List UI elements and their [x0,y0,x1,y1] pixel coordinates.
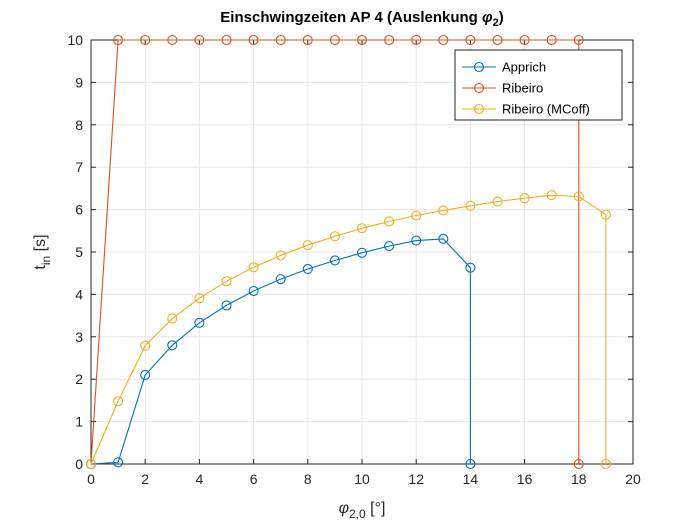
data-point [275,34,286,46]
legend-entry: Ribeiro [462,81,543,96]
legend-marker [473,61,485,73]
data-point [167,34,178,46]
x-tick-label: 12 [408,471,424,487]
y-tick-label: 9 [75,74,83,90]
y-tick-label: 6 [75,202,83,218]
data-point [384,241,395,252]
data-point [519,193,530,204]
data-point [140,369,151,381]
y-tick-label: 10 [67,32,83,48]
data-point [546,190,557,201]
data-point [438,205,449,216]
data-point [384,34,395,46]
data-point [221,34,232,46]
y-tick-label: 0 [75,456,83,472]
data-point [573,191,584,202]
x-tick-label: 0 [87,471,95,487]
x-tick-labels: 0 2 4 6 8 10 12 14 16 18 20 [87,471,641,487]
data-point [438,34,449,46]
data-point [140,34,151,46]
data-point [492,196,503,207]
data-point [221,276,232,287]
legend: Apprich Ribeiro Ribeiro (MCoff) [454,49,623,121]
data-point [411,210,422,221]
x-tick-label: 18 [571,471,587,487]
data-point [194,317,205,328]
y-tick-label: 3 [75,329,83,345]
data-point [140,340,151,351]
legend-label: Ribeiro [502,81,543,96]
x-tick-label: 4 [196,471,204,487]
legend-entry: Apprich [462,60,546,75]
data-point [194,34,205,46]
data-point [411,235,422,246]
data-point [302,263,313,275]
data-point [519,34,530,46]
data-point [411,34,422,46]
data-point [465,200,476,211]
data-point [356,223,368,234]
data-point [329,34,340,46]
data-point [302,34,313,46]
x-axis-label: φ2,0 [°] [339,500,386,521]
data-point [438,233,449,244]
data-point [573,458,584,470]
x-tick-label: 8 [304,471,312,487]
data-point [600,209,611,220]
legend-items: Apprich Ribeiro Ribeiro (MCoff) [462,60,590,117]
x-tick-label: 6 [250,471,258,487]
data-point [573,34,584,46]
legend-label: Ribeiro (MCoff) [502,102,590,117]
data-point [167,340,178,351]
y-tick-label: 7 [75,159,83,175]
data-point [329,255,340,266]
x-tick-label: 2 [141,471,149,487]
y-axis-label: tin [s] [32,234,53,269]
data-point [248,285,259,297]
data-point [546,34,557,46]
data-point [167,313,178,324]
y-tick-label: 2 [75,371,83,387]
data-point [465,34,476,46]
data-point [248,34,259,46]
series-3 [85,190,611,470]
y-tick-label: 5 [75,244,83,260]
x-tick-label: 16 [517,471,533,487]
legend-label: Apprich [502,60,546,75]
data-point [194,293,205,304]
data-point [275,274,286,285]
data-point [465,458,476,470]
data-point [356,34,368,46]
series-1 [85,233,476,470]
data-point [221,300,232,311]
y-tick-label: 8 [75,117,83,133]
data-point [113,457,124,468]
data-point [85,458,97,470]
data-point [248,262,259,273]
legend-entry: Ribeiro (MCoff) [462,102,590,117]
x-tick-label: 20 [625,471,641,487]
data-point [275,250,286,261]
data-point [302,240,313,251]
series-layer [85,34,611,470]
x-tick-label: 14 [463,471,479,487]
data-point [329,231,340,242]
y-tick-label: 1 [75,414,83,430]
legend-marker [473,103,485,115]
chart-title: Einschwingzeiten AP 4 (Auslenkung φ2) [220,9,503,29]
data-point [465,262,476,273]
data-point [384,216,395,227]
x-tick-label: 10 [354,471,370,487]
data-point [600,458,611,470]
y-tick-labels: 0 1 2 3 4 5 6 7 8 9 10 [67,32,83,472]
series-line [90,238,471,465]
data-point [113,34,124,46]
data-point [492,34,503,46]
y-tick-label: 4 [75,286,83,302]
series-line [90,194,607,465]
data-point [356,247,368,258]
legend-marker [473,82,485,94]
data-point [113,396,124,407]
